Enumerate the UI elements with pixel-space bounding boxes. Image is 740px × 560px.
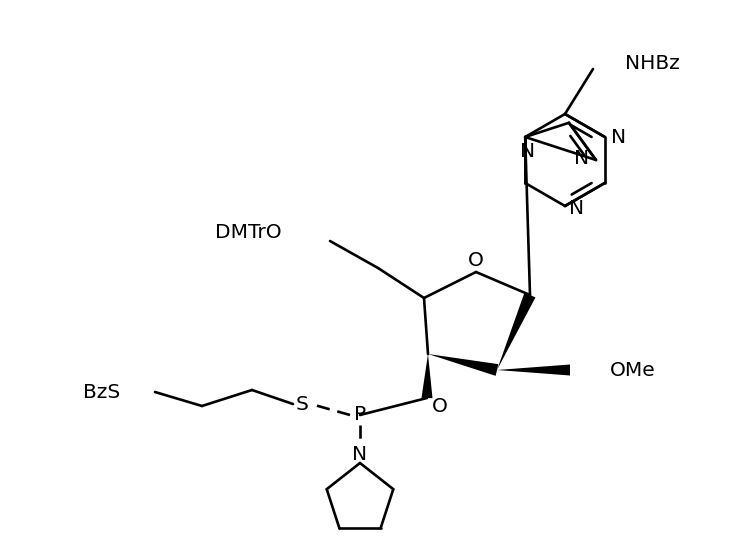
- Text: O: O: [432, 396, 448, 416]
- Polygon shape: [428, 354, 498, 376]
- Text: DMTrO: DMTrO: [215, 222, 282, 241]
- Text: P: P: [354, 405, 366, 424]
- Text: S: S: [295, 394, 309, 413]
- Text: BzS: BzS: [83, 382, 120, 402]
- Text: N: N: [570, 198, 585, 217]
- Text: NHBz: NHBz: [625, 54, 680, 72]
- Text: N: N: [352, 446, 368, 464]
- Polygon shape: [422, 354, 432, 398]
- Text: OMe: OMe: [610, 361, 656, 380]
- Polygon shape: [497, 365, 570, 376]
- Text: N: N: [611, 128, 626, 147]
- Text: O: O: [468, 250, 484, 269]
- Polygon shape: [497, 292, 536, 370]
- Text: N: N: [519, 142, 535, 161]
- Text: N: N: [574, 148, 590, 167]
